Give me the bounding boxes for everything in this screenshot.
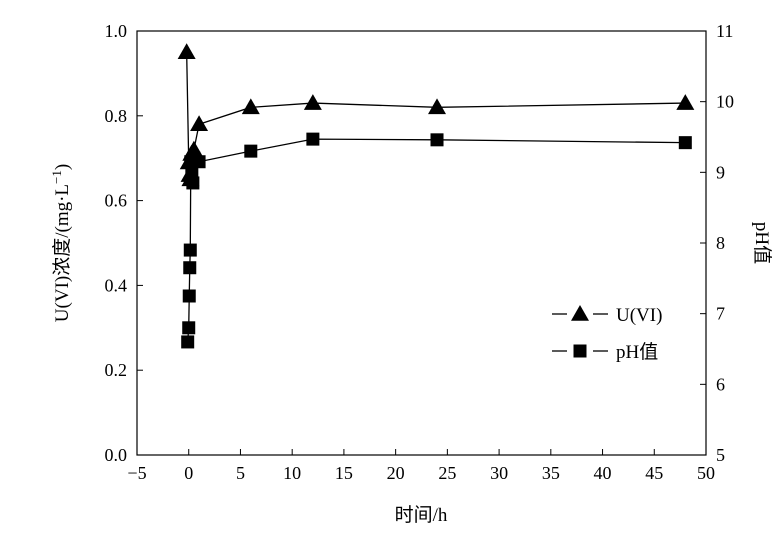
x-tick-label: 35 <box>542 463 560 483</box>
x-tick-label: −5 <box>127 463 146 483</box>
y2-tick-label: 7 <box>716 304 725 324</box>
y2-tick-label: 6 <box>716 374 725 394</box>
series-2-point <box>182 289 196 303</box>
x-tick-label: 0 <box>184 463 193 483</box>
y-axis-ticks: 0.0 0.2 0.4 0.6 0.8 1.0 <box>105 21 143 465</box>
series-line-2 <box>187 138 686 342</box>
x-tick-label: 45 <box>645 463 663 483</box>
series-2-point <box>183 243 197 257</box>
legend: U(VI) pH值 <box>552 305 662 363</box>
x-axis-label: 时间/h <box>395 504 448 526</box>
y-axis-label-sup: −1 <box>49 170 64 184</box>
series-2-point <box>186 176 200 190</box>
series-layer <box>177 43 695 349</box>
series-1-point <box>676 94 695 110</box>
legend-marker <box>571 305 589 321</box>
x-tick-label: 10 <box>283 463 301 483</box>
y-tick-label: 1.0 <box>105 21 128 41</box>
y-axis-label: U(VI)浓度/(mg·L−1) <box>49 164 73 322</box>
series-1-point <box>177 43 196 59</box>
x-tick-label: 50 <box>697 463 715 483</box>
x-tick-label: 25 <box>438 463 456 483</box>
x-axis-ticks: −5 0 5 10 15 20 25 30 35 40 45 50 <box>127 449 715 483</box>
y2-axis-label: pH值 <box>751 222 773 264</box>
series-1-point <box>303 94 322 110</box>
y-tick-label: 0.0 <box>105 445 128 465</box>
legend-marker <box>573 344 587 358</box>
x-tick-label: 5 <box>236 463 245 483</box>
series-2-point <box>678 136 692 150</box>
y2-tick-label: 8 <box>716 233 725 253</box>
y2-tick-label: 11 <box>716 21 733 41</box>
x-tick-label: 30 <box>490 463 508 483</box>
series-2-point <box>183 261 197 275</box>
y-axis-label-close: ) <box>52 164 73 170</box>
series-1-point <box>428 98 447 115</box>
x-tick-label: 40 <box>594 463 612 483</box>
series-line-1 <box>186 52 686 180</box>
plot-frame <box>136 30 707 456</box>
series-2-point <box>185 165 199 179</box>
x-tick-label: 20 <box>387 463 405 483</box>
y-tick-label: 0.8 <box>105 106 128 126</box>
series-1-point <box>241 98 260 115</box>
legend-label: pH值 <box>616 341 658 363</box>
y2-tick-label: 5 <box>716 445 725 465</box>
y-tick-label: 0.2 <box>105 360 128 380</box>
y-axis-label-main: U(VI)浓度/(mg <box>51 201 73 322</box>
series-2-point <box>430 133 444 147</box>
series-2-point <box>306 132 320 146</box>
series-2-point <box>181 335 195 349</box>
y2-tick-label: 10 <box>716 92 734 112</box>
series-2-point <box>192 155 206 169</box>
y2-axis-ticks: 5 6 7 8 9 10 11 <box>700 21 734 465</box>
x-tick-label: 15 <box>335 463 353 483</box>
y-axis-label-dot: · <box>52 196 73 202</box>
series-2-point <box>182 321 196 335</box>
y-axis-label-unit: L <box>52 184 73 196</box>
y2-tick-label: 9 <box>716 162 725 182</box>
y-tick-label: 0.6 <box>105 191 128 211</box>
series-2-point <box>244 144 258 158</box>
y-tick-label: 0.4 <box>105 275 128 295</box>
series-1-point <box>190 115 209 132</box>
legend-label: U(VI) <box>616 305 662 326</box>
